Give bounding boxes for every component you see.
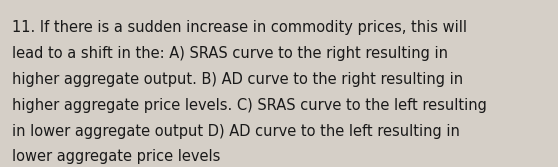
Text: 11. If there is a sudden increase in commodity prices, this will: 11. If there is a sudden increase in com… — [12, 20, 467, 35]
Text: higher aggregate output. B) AD curve to the right resulting in: higher aggregate output. B) AD curve to … — [12, 72, 463, 87]
Text: in lower aggregate output D) AD curve to the left resulting in: in lower aggregate output D) AD curve to… — [12, 124, 460, 139]
Text: higher aggregate price levels. C) SRAS curve to the left resulting: higher aggregate price levels. C) SRAS c… — [12, 98, 487, 113]
Text: lower aggregate price levels: lower aggregate price levels — [12, 149, 220, 164]
Text: lead to a shift in the: A) SRAS curve to the right resulting in: lead to a shift in the: A) SRAS curve to… — [12, 46, 448, 61]
